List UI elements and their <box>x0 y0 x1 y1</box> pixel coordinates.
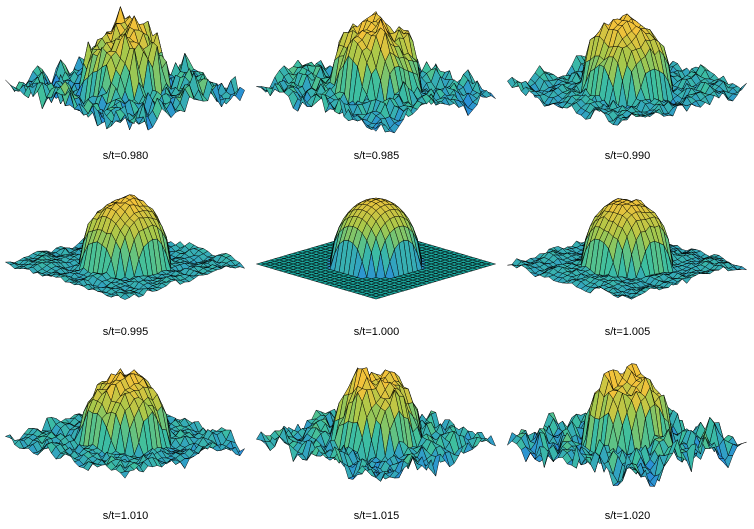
surface-panel: s/t=0.980 <box>0 0 251 176</box>
panel-caption: s/t=0.995 <box>102 326 149 338</box>
panel-caption: s/t=1.000 <box>353 326 400 338</box>
panel-caption: s/t=0.990 <box>604 150 651 162</box>
surface-facet <box>371 124 381 132</box>
surface-panel: s/t=0.985 <box>251 0 502 176</box>
surface-facet <box>511 264 522 269</box>
surface-facet <box>723 266 734 272</box>
surface-panel: s/t=1.010 <box>0 352 251 528</box>
surface-panel: s/t=0.995 <box>0 176 251 352</box>
surface-facet <box>119 293 131 300</box>
surface-facet <box>622 295 632 300</box>
panel-caption: s/t=1.010 <box>102 510 149 522</box>
surface-plot <box>507 198 747 300</box>
surface-facet <box>120 105 130 123</box>
surface-panel: s/t=0.990 <box>502 0 753 176</box>
surface-panel: s/t=1.015 <box>251 352 502 528</box>
surface-panel: s/t=1.000 <box>251 176 502 352</box>
surface-plot <box>256 367 497 482</box>
surface-plot <box>256 10 496 134</box>
surface-plot <box>507 13 747 126</box>
surface-facet <box>119 470 131 479</box>
surface-plot <box>4 194 246 300</box>
surface-plot <box>255 197 497 300</box>
surface-facet <box>370 296 382 300</box>
surface-plot <box>4 368 245 479</box>
panel-caption: s/t=1.005 <box>604 326 651 338</box>
surface-facet <box>622 113 632 119</box>
panel-caption: s/t=0.985 <box>353 150 400 162</box>
surface-plot <box>5 5 245 131</box>
panel-caption: s/t=0.980 <box>102 150 149 162</box>
surface-panel: s/t=1.005 <box>502 176 753 352</box>
